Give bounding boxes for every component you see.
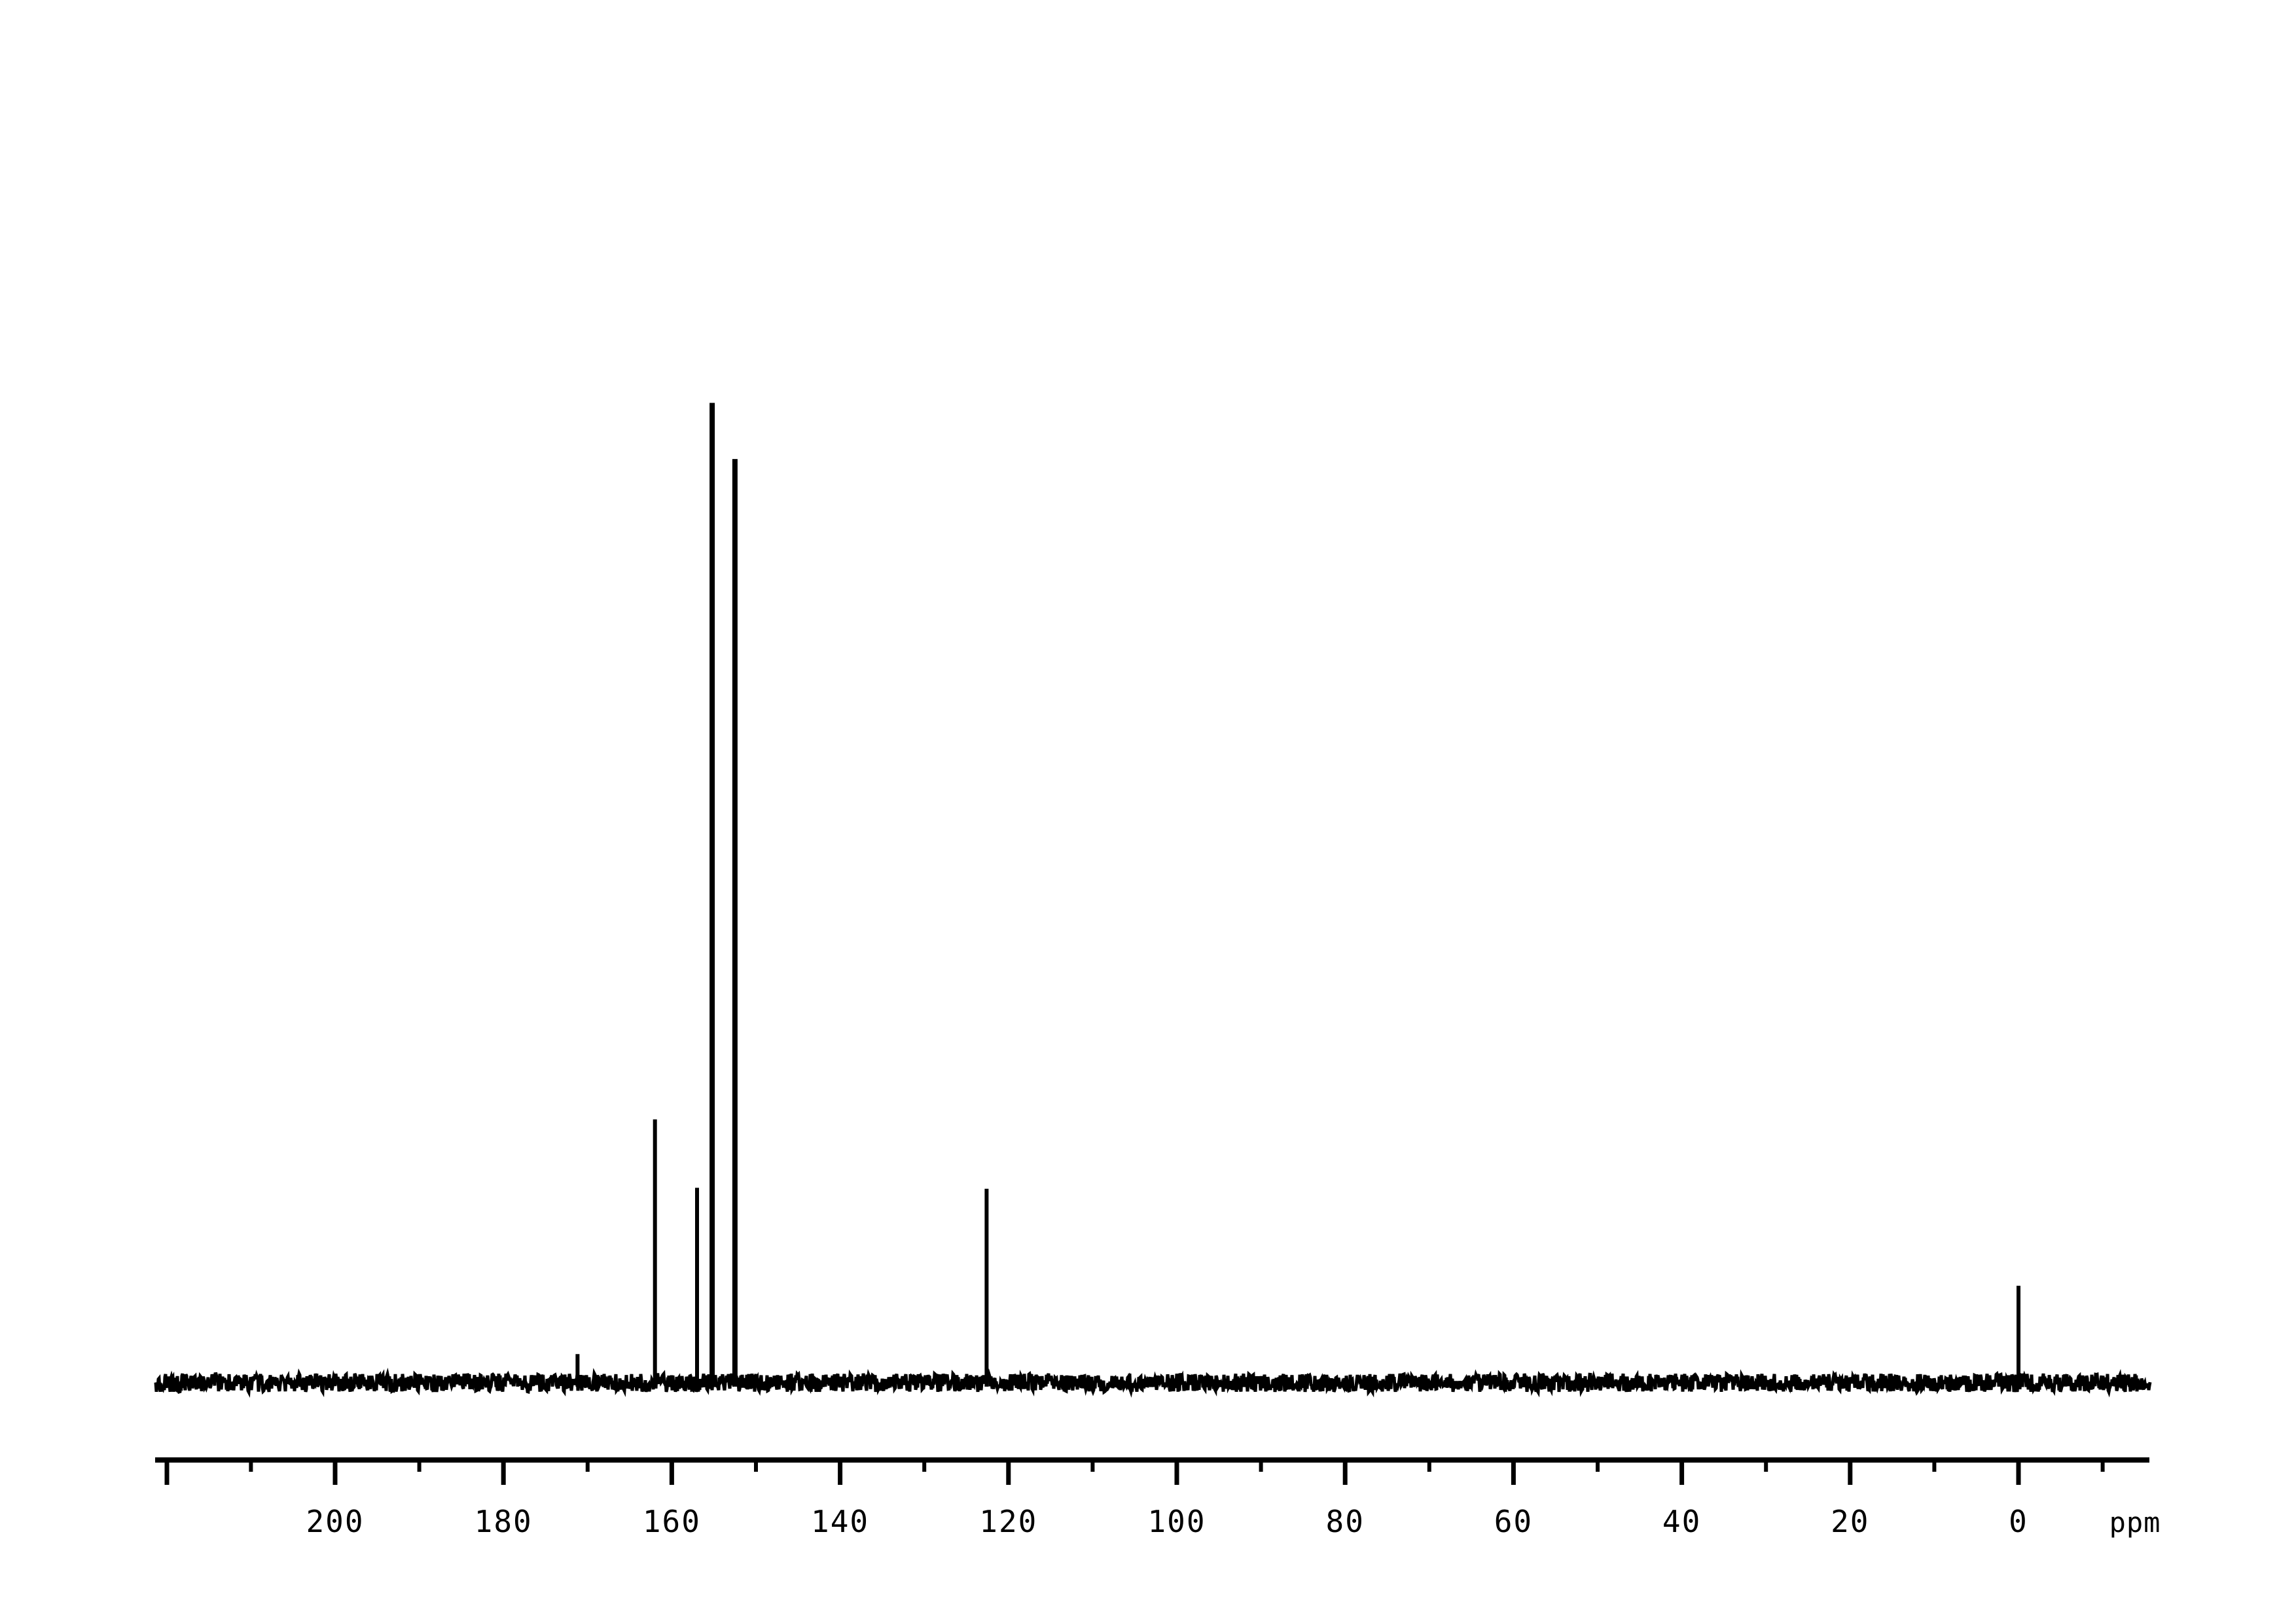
axis-tick-label: 80	[1326, 1504, 1365, 1539]
axis-tick-label: 140	[811, 1504, 869, 1539]
axis-tick-label: 180	[475, 1504, 533, 1539]
spectrum-trace-group	[154, 403, 2152, 1398]
axis-tick-label: 200	[306, 1504, 364, 1539]
axis-unit-label: ppm	[2109, 1506, 2161, 1539]
axis-tick-label: 20	[1831, 1504, 1869, 1539]
axis-tick-label: 0	[2009, 1504, 2028, 1539]
axis-tick-label: 100	[1147, 1504, 1206, 1539]
axis-tick-label: 160	[643, 1504, 701, 1539]
baseline-noise-trace	[154, 1367, 2152, 1398]
axis-tick-label: 120	[979, 1504, 1037, 1539]
axis-tick-label: 60	[1494, 1504, 1533, 1539]
ppm-axis-group	[155, 1457, 2149, 1485]
axis-tick-label: 40	[1662, 1504, 1701, 1539]
axis-tick-label-group: 200 180 160 140 120 100 80 60 40 20 0 ppm	[306, 1504, 2161, 1539]
